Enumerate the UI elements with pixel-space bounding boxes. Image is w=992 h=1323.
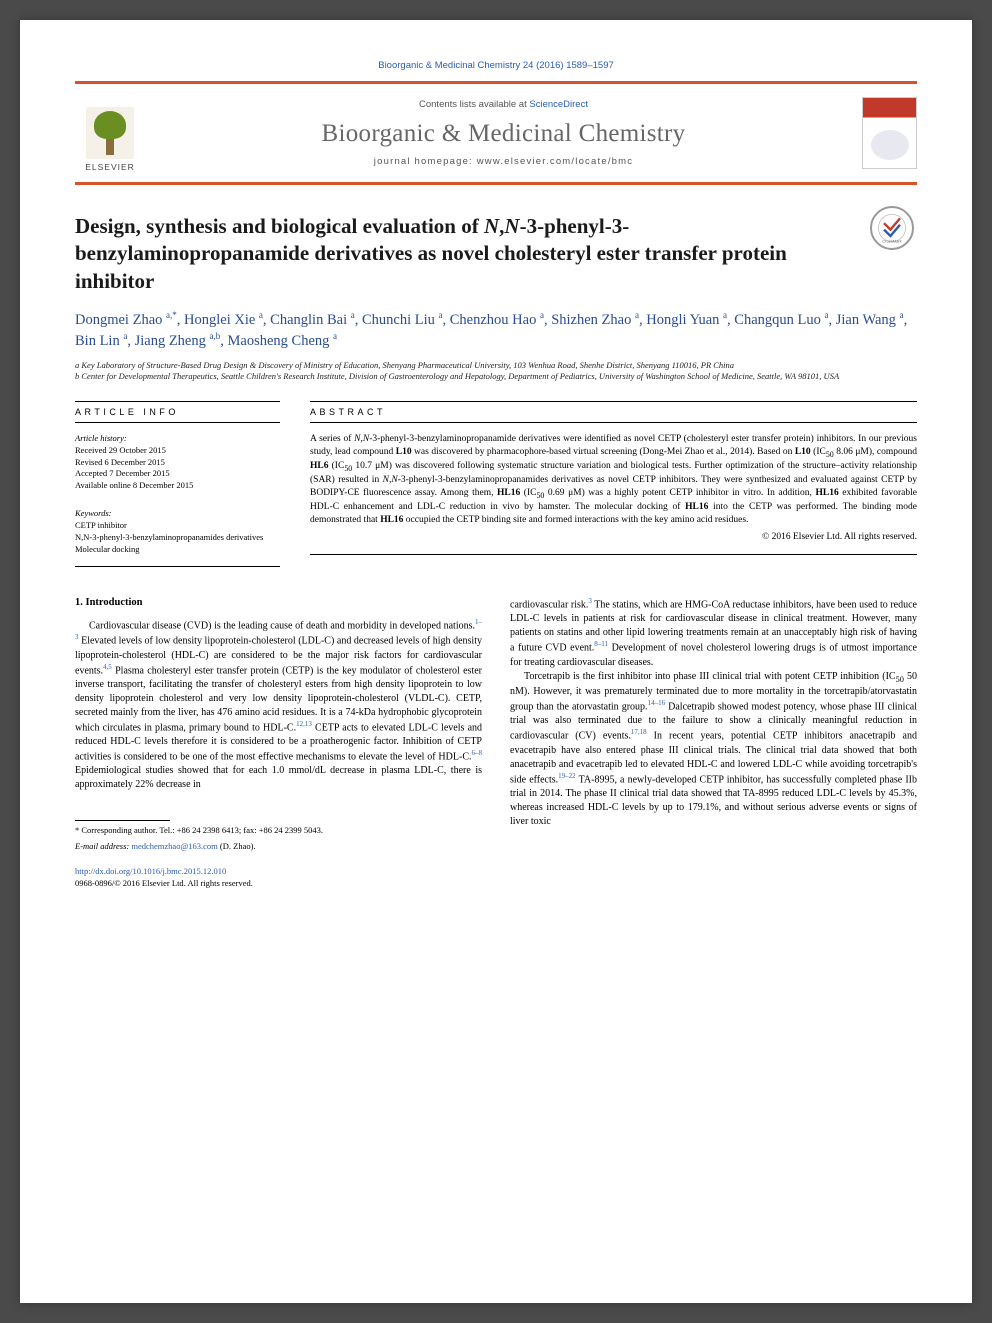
abstract-header: ABSTRACT [310,401,917,423]
journal-header: ELSEVIER Contents lists available at Sci… [75,81,917,185]
issn-copyright: 0968-0896/© 2016 Elsevier Ltd. All right… [75,878,253,888]
journal-cover-thumbnail[interactable] [862,97,917,169]
intro-col2-text: cardiovascular risk.3 The statins, which… [510,597,917,829]
intro-col1-text: Cardiovascular disease (CVD) is the lead… [75,618,482,793]
affiliations: a Key Laboratory of Structure-Based Drug… [75,360,917,383]
affiliation-a: a Key Laboratory of Structure-Based Drug… [75,360,917,371]
history-revised: Revised 6 December 2015 [75,457,280,469]
abstract-text: A series of N,N-3-phenyl-3-benzylaminopr… [310,433,917,555]
abstract-copyright: © 2016 Elsevier Ltd. All rights reserved… [310,531,917,544]
homepage-line: journal homepage: www.elsevier.com/locat… [145,156,862,167]
email-link[interactable]: medchemzhao@163.com [131,841,217,851]
history-accepted: Accepted 7 December 2015 [75,468,280,480]
abstract-block: ABSTRACT A series of N,N-3-phenyl-3-benz… [310,401,917,567]
keyword-2: N,N-3-phenyl-3-benzylaminopropanamides d… [75,532,280,544]
crossmark-icon: CrossMark [876,212,908,244]
contents-prefix: Contents lists available at [419,99,529,110]
email-label: E-mail address: [75,841,129,851]
article-info-block: ARTICLE INFO Article history: Received 2… [75,401,280,567]
keywords-block: Keywords: CETP inhibitor N,N-3-phenyl-3-… [75,508,280,567]
keyword-1: CETP inhibitor [75,520,280,532]
elsevier-tree-icon [86,107,134,159]
keywords-label: Keywords: [75,508,280,518]
history-online: Available online 8 December 2015 [75,480,280,492]
journal-name: Bioorganic & Medicinal Chemistry [145,120,862,148]
intro-heading: 1. Introduction [75,597,482,608]
article-info-header: ARTICLE INFO [75,401,280,423]
article-page: Bioorganic & Medicinal Chemistry 24 (201… [20,20,972,1303]
contents-line: Contents lists available at ScienceDirec… [145,99,862,110]
header-center: Contents lists available at ScienceDirec… [145,99,862,167]
history-received: Received 29 October 2015 [75,445,280,457]
corresponding-footnote: * Corresponding author. Tel.: +86 24 239… [75,825,482,836]
elsevier-logo[interactable]: ELSEVIER [75,94,145,172]
history-label: Article history: [75,433,280,443]
email-suffix: (D. Zhao). [220,841,256,851]
crossmark-badge[interactable]: CrossMark [870,206,914,250]
column-left: 1. Introduction Cardiovascular disease (… [75,597,482,890]
article-meta-section: ARTICLE INFO Article history: Received 2… [75,401,917,567]
keyword-3: Molecular docking [75,544,280,556]
author-list: Dongmei Zhao a,*, Honglei Xie a, Changli… [75,309,917,352]
doi-link[interactable]: http://dx.doi.org/10.1016/j.bmc.2015.12.… [75,866,226,876]
email-footnote: E-mail address: medchemzhao@163.com (D. … [75,841,482,852]
doi-block: http://dx.doi.org/10.1016/j.bmc.2015.12.… [75,866,482,889]
svg-text:CrossMark: CrossMark [882,238,901,243]
footnote-separator [75,820,170,821]
citation-line: Bioorganic & Medicinal Chemistry 24 (201… [75,60,917,71]
sciencedirect-link[interactable]: ScienceDirect [529,99,588,110]
affiliation-b: b Center for Developmental Therapeutics,… [75,371,917,382]
body-columns: 1. Introduction Cardiovascular disease (… [75,597,917,890]
abstract-body: A series of N,N-3-phenyl-3-benzylaminopr… [310,434,917,526]
elsevier-logo-text: ELSEVIER [85,162,135,172]
article-title: Design, synthesis and biological evaluat… [75,213,917,295]
column-right: cardiovascular risk.3 The statins, which… [510,597,917,890]
